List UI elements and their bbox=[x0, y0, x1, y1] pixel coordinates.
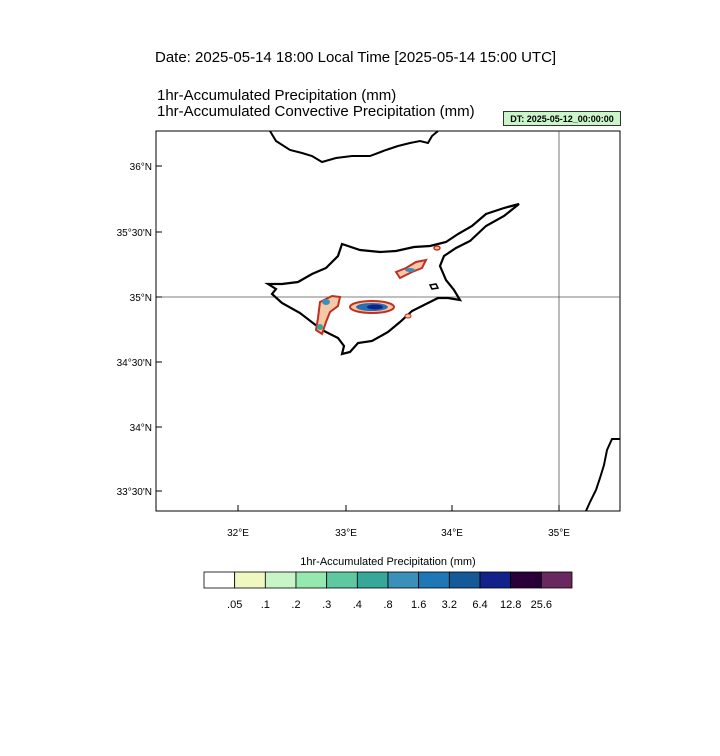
colorbar-swatch bbox=[418, 571, 450, 589]
colorbar-swatch bbox=[264, 571, 297, 589]
map-frame bbox=[155, 130, 621, 512]
colorbar-swatch bbox=[356, 571, 389, 589]
colorbar-label: 12.8 bbox=[500, 599, 521, 611]
colorbar-label: 25.6 bbox=[531, 599, 552, 611]
colorbar-label: .8 bbox=[383, 599, 392, 611]
date-title: Date: 2025-05-14 18:00 Local Time [2025-… bbox=[155, 49, 557, 66]
coastline-cyprus bbox=[264, 202, 520, 356]
colorbar-swatch bbox=[510, 571, 542, 589]
colorbar-label: 3.2 bbox=[442, 599, 457, 611]
dt-badge: DT: 2025-05-12_00:00:00 bbox=[503, 111, 621, 126]
islet bbox=[428, 283, 440, 290]
colorbar-swatch bbox=[479, 571, 512, 589]
colorbar-label: 6.4 bbox=[472, 599, 487, 611]
lon-tick-label: 32°E bbox=[227, 528, 249, 539]
lat-axis: 36°N 35°30'N 35°N 34°30'N 34°N 33°30'N bbox=[117, 162, 162, 498]
coastline-levant bbox=[585, 438, 620, 512]
lat-tick-label: 34°30'N bbox=[117, 358, 152, 369]
colorbar-swatch bbox=[387, 571, 420, 589]
colorbar-swatch bbox=[326, 571, 358, 589]
coastline-turkey bbox=[269, 130, 439, 164]
convective-precip-title: 1hr-Accumulated Convective Precipitation… bbox=[157, 103, 475, 120]
precip-cell-northeast bbox=[394, 245, 441, 280]
colorbar-label: .05 bbox=[227, 599, 242, 611]
colorbar: .05 .1 .2 .3 .4 .8 1.6 3.2 6.4 12.8 25.6 bbox=[203, 571, 573, 611]
lon-tick-label: 34°E bbox=[441, 528, 463, 539]
precip-cell-central bbox=[349, 300, 395, 314]
lon-tick-label: 33°E bbox=[335, 528, 357, 539]
colorbar-swatch bbox=[295, 571, 328, 589]
lat-tick-label: 33°30'N bbox=[117, 487, 152, 498]
precip-cell-west bbox=[314, 294, 342, 336]
colorbar-label: .1 bbox=[261, 599, 270, 611]
lat-tick-label: 35°N bbox=[130, 293, 152, 304]
lat-tick-label: 34°N bbox=[130, 423, 152, 434]
colorbar-swatch bbox=[203, 571, 236, 589]
colorbar-title: 1hr-Accumulated Precipitation (mm) bbox=[300, 556, 476, 568]
lon-axis: 32°E 33°E 34°E 35°E bbox=[227, 505, 570, 539]
colorbar-label: .2 bbox=[291, 599, 300, 611]
lat-tick-label: 36°N bbox=[130, 162, 152, 173]
colorbar-label: .4 bbox=[353, 599, 362, 611]
lat-tick-label: 35°30'N bbox=[117, 228, 152, 239]
colorbar-label: .3 bbox=[322, 599, 331, 611]
colorbar-swatch bbox=[540, 571, 573, 589]
precip-title: 1hr-Accumulated Precipitation (mm) bbox=[157, 87, 397, 104]
lon-tick-label: 35°E bbox=[548, 528, 570, 539]
colorbar-label: 1.6 bbox=[411, 599, 426, 611]
colorbar-swatch bbox=[234, 571, 266, 589]
colorbar-swatch bbox=[448, 571, 481, 589]
